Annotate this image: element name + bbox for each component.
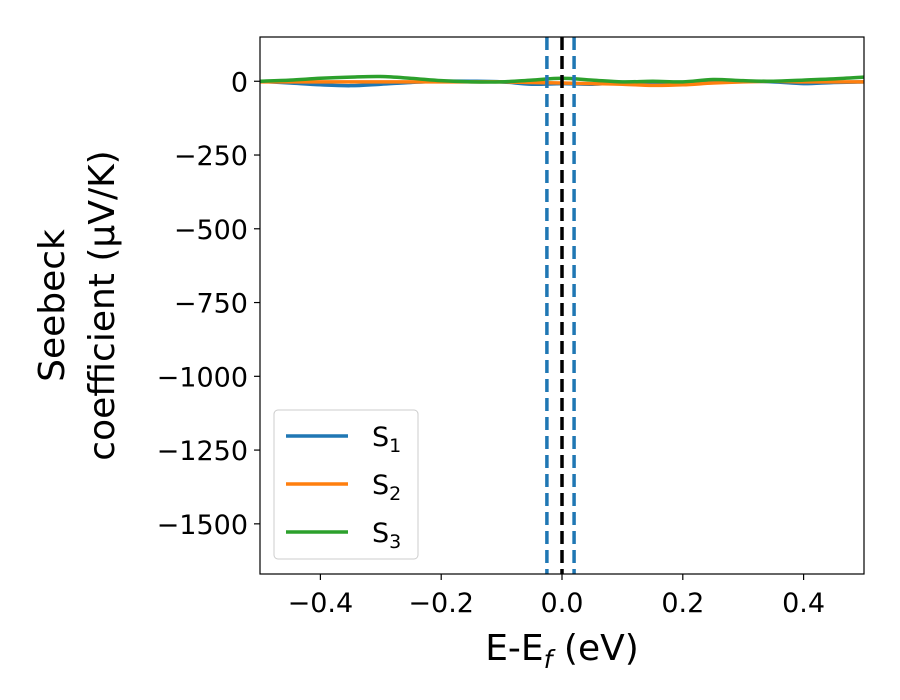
y-tick-label: 0 xyxy=(231,67,248,98)
y-axis-ticks: 0 −250 −500 −750 −1000 −1250 −1500 xyxy=(157,67,260,541)
y-tick-label: −1000 xyxy=(157,362,248,393)
y-axis-label-line1: Seebeck xyxy=(32,229,73,382)
vertical-reference-lines xyxy=(545,37,576,574)
y-axis-label-line2: coefficient (μV/K) xyxy=(82,150,123,460)
legend-items: S1 S2 S3 xyxy=(286,422,401,553)
x-tick-label: −0.2 xyxy=(408,588,474,619)
x-tick-label: 0.0 xyxy=(541,588,584,619)
legend-label-s3: S3 xyxy=(372,518,401,553)
y-tick-label: −1250 xyxy=(157,436,248,467)
legend-label-s1: S1 xyxy=(372,422,401,457)
legend: S1 S2 S3 xyxy=(273,409,419,560)
y-tick-label: −250 xyxy=(174,141,248,172)
legend-label-s2: S2 xyxy=(372,470,401,505)
x-axis-label: E-Ef (eV) xyxy=(485,628,639,674)
x-tick-label: 0.2 xyxy=(661,588,704,619)
y-tick-label: −500 xyxy=(174,215,248,246)
y-tick-label: −1500 xyxy=(157,510,248,541)
x-axis-ticks: −0.4 −0.2 0.0 0.2 0.4 xyxy=(288,574,825,619)
x-tick-label: −0.4 xyxy=(288,588,354,619)
x-tick-label: 0.4 xyxy=(782,588,825,619)
y-tick-label: −750 xyxy=(174,289,248,320)
